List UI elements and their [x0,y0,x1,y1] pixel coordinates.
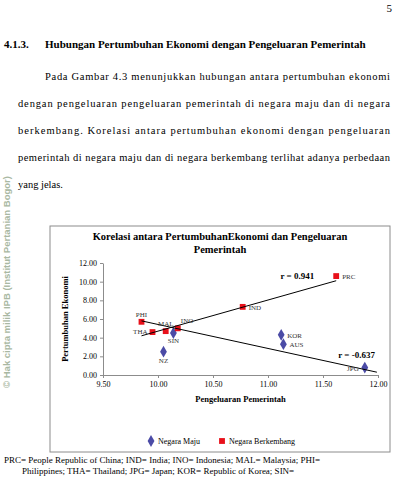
plot-marks [139,273,377,373]
x-axis-tick-mark [213,375,214,378]
page-number: 5 [387,2,393,14]
x-axis-tick: 9.50 [97,375,111,389]
x-axis-tick-label: 12.00 [370,380,388,389]
point [333,273,339,279]
point-label: MAL [158,320,174,328]
point-label: KOR [287,332,302,340]
x-axis-tick-label: 11.00 [260,380,278,389]
point-label: IND [249,304,261,312]
point [361,362,368,374]
y-axis-tick-mark [100,300,103,301]
paragraph-line: Pada Gambar 4.3 menunjukkan hubungan ant… [45,71,390,82]
legend-symbol [219,438,225,444]
point-label: JPG [347,365,359,373]
y-axis-tick: 10.00 [79,278,103,287]
y-axis-tick: 8.00 [83,296,103,305]
legend-label: Negara Berkembang [229,437,295,446]
watermark: © Hak cipta milik IPB (Institut Pertania… [1,176,12,388]
paragraph-line: berkembang. Korelasi antara pertumbuhan … [18,125,391,136]
y-axis-tick-mark [100,263,103,264]
y-axis-tick-label: 0.00 [83,371,97,380]
x-axis-tick: 10.50 [205,375,223,389]
y-axis-tick-label: 10.00 [79,278,97,287]
y-axis-tick: 12.00 [79,259,103,268]
chart-frame [50,226,390,452]
plot-texts: SIN NZ KORAUS JPG PHI THA MAL INO IND PRC r = 0.94… [133,271,375,373]
y-axis-tick: 0.00 [83,371,103,380]
x-axis-tick-label: 10.00 [150,380,168,389]
x-axis-title: Pengeluaran Pemerintah [195,394,286,404]
chart-title-line: Pemerintah [194,244,247,255]
page: 5 © Hak cipta milik IPB (Institut Pertani… [0,0,396,479]
y-axis-tick-label: 2.00 [83,352,97,361]
legend: Negara Maju Negara Berkembang [148,435,295,447]
y-axis-tick-label: 4.00 [83,334,97,343]
y-axis-tick-mark [100,356,103,357]
point-label: SIN [168,337,179,345]
y-axis-line [103,264,104,376]
chart-title: Korelasi antara PertumbuhanEkonomi dan P… [93,231,348,255]
caption-line: PRC= People Republic of China; IND= Indi… [4,455,320,465]
x-axis-tick-mark [378,375,379,378]
point-label: PHI [136,311,148,319]
x-axis-tick-label: 11.50 [315,380,333,389]
y-axis-tick-mark [100,282,103,283]
y-axis-tick: 6.00 [83,315,103,324]
x-axis-tick: 11.00 [260,375,278,389]
chart-title-line: Korelasi antara PertumbuhanEkonomi dan P… [93,231,348,242]
y-axis-tick: 4.00 [83,334,103,343]
y-axis-tick-label: 12.00 [79,259,97,268]
x-axis: 9.50 10.00 10.50 11.00 11.50 12.00 [97,375,388,389]
x-axis-tick-label: 10.50 [205,380,223,389]
x-axis-tick-mark [323,375,324,378]
y-axis: 0.00 2.00 4.00 6.00 8.00 10.00 12.00 [79,259,104,380]
x-axis-tick: 11.50 [315,375,333,389]
legend-item: Negara Maju [148,435,200,447]
x-axis-tick-mark [158,375,159,378]
legend-symbol [148,435,155,447]
trend-line [142,321,377,372]
heading-title: Hubungan Pertumbuhan Ekonomi dengan Peng… [45,38,366,50]
caption-line: Philippines; THA= Thailand; JPG= Japan; … [22,466,294,476]
heading-number: 4.1.3. [4,38,29,50]
y-axis-title: Pertumbuhan Ekonomi [60,276,70,362]
y-axis-tick-mark [100,338,103,339]
correlation-label: r = 0.941 [280,271,314,281]
legend-label: Negara Maju [158,437,200,446]
x-axis-tick-label: 9.50 [97,380,111,389]
trend-line [142,281,337,336]
point-label: PRC [342,273,356,281]
x-axis-tick-mark [268,375,269,378]
paragraph-line: dengan pengeluaran pengeluaran pemerinta… [18,98,390,109]
paragraph-line: pemerintah di negara maju dan di negara … [18,152,391,163]
y-axis-tick: 2.00 [83,352,103,361]
correlation-label: r = -0.637 [338,350,375,360]
x-axis-tick: 10.00 [150,375,168,389]
point-label: THA [133,328,147,336]
paragraph-line: yang jelas. [18,179,63,190]
x-axis-tick: 12.00 [370,375,388,389]
x-axis-line [104,375,379,376]
y-axis-tick-mark [100,319,103,320]
point [280,338,287,350]
point-label: NZ [159,357,168,365]
point-label: INO [181,317,193,325]
y-axis-tick-mark [100,375,103,376]
point-label: AUS [289,341,303,349]
legend-item: Negara Berkembang [219,437,295,446]
y-axis-tick-label: 8.00 [83,296,97,305]
y-axis-tick-label: 6.00 [83,315,97,324]
